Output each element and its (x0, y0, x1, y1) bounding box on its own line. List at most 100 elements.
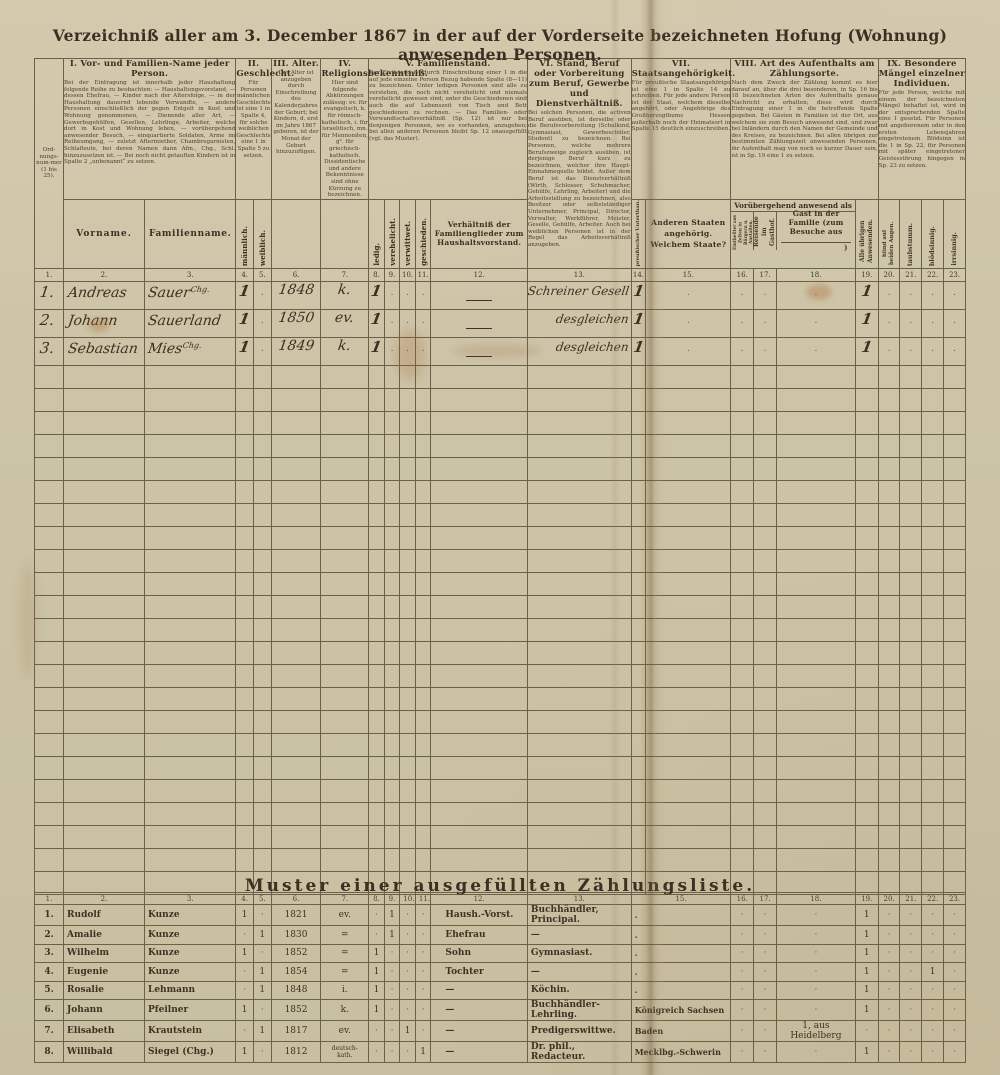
cell-empty[interactable] (753, 549, 777, 574)
cell-empty[interactable] (630, 848, 647, 873)
cell-empty[interactable] (33, 871, 65, 896)
table-row-empty[interactable] (33, 825, 966, 850)
cell-empty[interactable] (630, 549, 647, 574)
cell-empty[interactable] (399, 756, 416, 781)
cell-empty[interactable] (921, 825, 945, 850)
cell-empty[interactable] (753, 641, 777, 666)
cell-empty[interactable] (430, 388, 528, 413)
cell-empty[interactable] (33, 802, 65, 827)
cell-sp20[interactable]: . (877, 337, 901, 367)
cell-empty[interactable] (854, 365, 879, 390)
cell-sp20[interactable]: . (877, 309, 901, 339)
cell-empty[interactable] (730, 572, 755, 597)
cell-empty[interactable] (252, 457, 272, 482)
cell-empty[interactable] (753, 388, 777, 413)
cell-empty[interactable] (943, 802, 966, 827)
cell-empty[interactable] (730, 618, 755, 643)
cell-empty[interactable] (270, 411, 322, 436)
cell-empty[interactable] (368, 457, 385, 482)
cell-geschieden[interactable]: . (414, 337, 432, 367)
cell-verhaeltnis[interactable] (430, 309, 528, 339)
cell-empty[interactable] (383, 779, 401, 804)
cell-empty[interactable] (921, 411, 945, 436)
cell-empty[interactable] (943, 526, 966, 551)
cell-empty[interactable] (630, 710, 647, 735)
cell-empty[interactable] (753, 825, 777, 850)
cell-empty[interactable] (399, 641, 416, 666)
cell-empty[interactable] (430, 825, 528, 850)
cell-empty[interactable] (270, 365, 322, 390)
cell-empty[interactable] (430, 503, 528, 528)
cell-empty[interactable] (63, 434, 145, 459)
cell-empty[interactable] (775, 411, 856, 436)
cell-empty[interactable] (368, 618, 385, 643)
cell-empty[interactable] (63, 641, 145, 666)
cell-empty[interactable] (33, 572, 65, 597)
cell-empty[interactable] (63, 388, 145, 413)
cell-sp23[interactable]: . (943, 281, 966, 311)
cell-empty[interactable] (630, 779, 647, 804)
cell-empty[interactable] (399, 779, 416, 804)
cell-empty[interactable] (143, 848, 237, 873)
cell-empty[interactable] (645, 572, 732, 597)
cell-empty[interactable] (899, 411, 923, 436)
cell-empty[interactable] (320, 618, 370, 643)
cell-sp23[interactable]: . (943, 337, 966, 367)
cell-empty[interactable] (430, 411, 528, 436)
table-row-empty[interactable] (33, 641, 966, 666)
cell-empty[interactable] (753, 457, 777, 482)
cell-empty[interactable] (33, 457, 65, 482)
cell-empty[interactable] (854, 457, 879, 482)
cell-empty[interactable] (414, 710, 432, 735)
cell-empty[interactable] (854, 825, 879, 850)
cell-empty[interactable] (730, 710, 755, 735)
cell-empty[interactable] (645, 618, 732, 643)
cell-empty[interactable] (877, 641, 901, 666)
cell-empty[interactable] (320, 710, 370, 735)
cell-empty[interactable] (252, 779, 272, 804)
cell-empty[interactable] (414, 526, 432, 551)
cell-empty[interactable] (252, 480, 272, 505)
cell-empty[interactable] (399, 595, 416, 620)
cell-empty[interactable] (270, 710, 322, 735)
cell-empty[interactable] (33, 618, 65, 643)
cell-empty[interactable] (730, 595, 755, 620)
cell-empty[interactable] (368, 595, 385, 620)
cell-sp21[interactable]: . (899, 281, 923, 311)
cell-staat[interactable]: . (645, 309, 732, 339)
cell-empty[interactable] (430, 710, 528, 735)
cell-empty[interactable] (921, 710, 945, 735)
cell-empty[interactable] (399, 825, 416, 850)
cell-empty[interactable] (753, 733, 777, 758)
cell-empty[interactable] (645, 756, 732, 781)
cell-beruf[interactable]: desgleichen (526, 309, 632, 339)
cell-empty[interactable] (383, 595, 401, 620)
cell-empty[interactable] (320, 641, 370, 666)
cell-empty[interactable] (33, 733, 65, 758)
cell-empty[interactable] (368, 434, 385, 459)
cell-unterthan[interactable]: 1 (630, 337, 647, 367)
cell-empty[interactable] (899, 434, 923, 459)
table-row-empty[interactable] (33, 664, 966, 689)
cell-empty[interactable] (899, 756, 923, 781)
cell-empty[interactable] (235, 595, 254, 620)
cell-empty[interactable] (645, 664, 732, 689)
cell-empty[interactable] (63, 825, 145, 850)
cell-empty[interactable] (921, 733, 945, 758)
cell-empty[interactable] (899, 779, 923, 804)
cell-empty[interactable] (943, 480, 966, 505)
cell-empty[interactable] (143, 480, 237, 505)
cell-empty[interactable] (943, 641, 966, 666)
cell-empty[interactable] (899, 365, 923, 390)
cell-empty[interactable] (368, 480, 385, 505)
cell-empty[interactable] (630, 572, 647, 597)
cell-empty[interactable] (645, 848, 732, 873)
cell-ledig[interactable]: 1 (368, 281, 385, 311)
cell-empty[interactable] (414, 480, 432, 505)
cell-empty[interactable] (899, 595, 923, 620)
cell-empty[interactable] (33, 825, 65, 850)
cell-empty[interactable] (630, 503, 647, 528)
cell-empty[interactable] (33, 503, 65, 528)
cell-religion[interactable]: k. (320, 281, 370, 311)
cell-empty[interactable] (252, 503, 272, 528)
